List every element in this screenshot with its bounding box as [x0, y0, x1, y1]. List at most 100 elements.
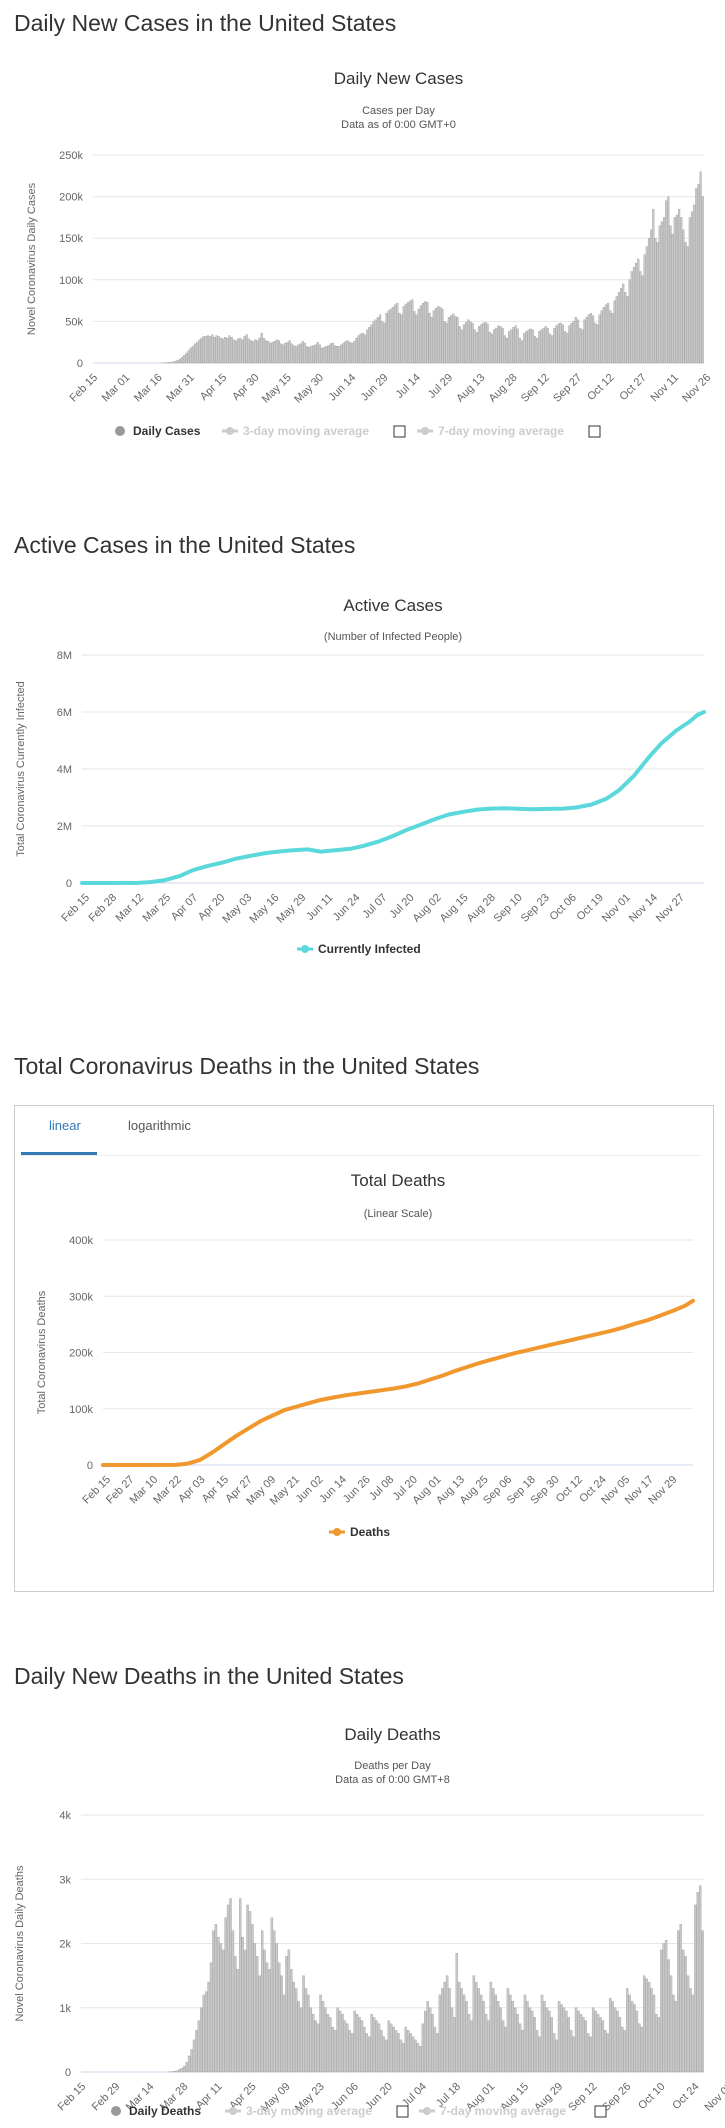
bar [406, 302, 410, 364]
bar [553, 327, 556, 364]
bar [458, 1981, 461, 2073]
bar [523, 332, 526, 364]
total-deaths-chart: Total Deaths (Linear Scale) 0 100k 200k 300k 4… [36, 1171, 695, 1539]
bar [639, 271, 642, 364]
bar [660, 221, 663, 364]
bar [219, 337, 222, 364]
x-tick-label: Apr 30 [230, 372, 261, 403]
bar [239, 1898, 242, 2073]
bar [346, 340, 349, 364]
bar [375, 2020, 378, 2073]
bar [329, 343, 332, 364]
bar [566, 332, 569, 364]
bar [526, 2001, 529, 2073]
bar [256, 340, 259, 364]
active-cases-chart: Active Cases (Number of Infected People) 0… [15, 596, 706, 956]
bar [411, 299, 414, 364]
bar [178, 358, 182, 364]
bar [228, 335, 231, 364]
x-tick-label: Oct 24 [670, 2081, 701, 2112]
bar [397, 2033, 400, 2073]
bar [270, 1917, 274, 2073]
chart-title: Active Cases [343, 596, 442, 615]
bar [486, 323, 489, 364]
bar [615, 296, 618, 364]
bar [477, 1988, 480, 2073]
bar [170, 362, 173, 364]
bar [316, 342, 319, 364]
tab-logarithmic[interactable]: logarithmic [128, 1118, 191, 1133]
bar [658, 225, 661, 364]
bar [441, 308, 444, 364]
bar [249, 340, 253, 364]
bar [331, 342, 334, 364]
chart-title: Total Deaths [351, 1171, 446, 1190]
x-tick-label: Aug 13 [454, 372, 487, 405]
bar [669, 1975, 673, 2073]
bar [667, 1959, 670, 2073]
bar [589, 312, 592, 364]
y-tick-label: 4k [59, 1810, 71, 1822]
x-tick-label: Nov 11 [649, 372, 682, 405]
bar [258, 1975, 261, 2073]
bar [173, 2071, 176, 2073]
bar [511, 2001, 515, 2073]
bar [245, 334, 248, 364]
bar [456, 317, 459, 364]
legend-3day-label: 3-day moving average [243, 424, 369, 438]
bar [305, 346, 308, 364]
bar [678, 208, 681, 364]
bar [598, 314, 601, 364]
bar [450, 2007, 454, 2073]
bar [679, 1924, 682, 2073]
tab-linear[interactable]: linear [49, 1118, 81, 1133]
bar [621, 2026, 624, 2073]
x-tick-label: Feb 15 [56, 2081, 89, 2114]
x-tick-label: May 03 [220, 892, 254, 926]
x-tick-label: Mar 12 [114, 892, 147, 925]
bar [557, 2001, 561, 2073]
x-tick-label: Oct 06 [548, 892, 579, 923]
bar [681, 1949, 685, 2073]
bar [673, 217, 676, 364]
bar [694, 1904, 697, 2073]
bar [503, 335, 506, 364]
bar [638, 2023, 641, 2073]
bar [288, 340, 291, 364]
bar [304, 1988, 308, 2073]
legend-daily-deaths-swatch [111, 2106, 121, 2116]
bar [521, 2030, 524, 2073]
bar [290, 343, 293, 364]
bar [465, 322, 468, 364]
x-tick-label: Jun 11 [304, 892, 335, 923]
bar [637, 258, 640, 364]
bar [565, 2010, 568, 2073]
bar [545, 2007, 549, 2073]
bar [484, 2014, 488, 2073]
bar [487, 2020, 490, 2073]
bar [695, 188, 698, 364]
bar [402, 2042, 405, 2073]
bar [191, 346, 194, 364]
bar [241, 1936, 244, 2073]
bar [548, 2010, 551, 2073]
bar [221, 338, 225, 364]
x-tick-label: Sep 10 [492, 892, 525, 925]
bar [310, 346, 313, 364]
bar [577, 2010, 580, 2073]
bar [234, 340, 237, 364]
bar [287, 1949, 291, 2073]
bar [455, 1953, 459, 2073]
bar [596, 324, 599, 364]
bar [635, 263, 638, 364]
bar [611, 2001, 614, 2073]
bar [489, 1981, 493, 2073]
x-tick-label: Apr 15 [198, 372, 229, 403]
bar [268, 1969, 271, 2073]
bar [387, 2020, 390, 2073]
bar [514, 2007, 517, 2073]
bar [321, 2001, 325, 2073]
bar [246, 1904, 249, 2073]
bar [684, 242, 687, 364]
bar [342, 342, 345, 364]
